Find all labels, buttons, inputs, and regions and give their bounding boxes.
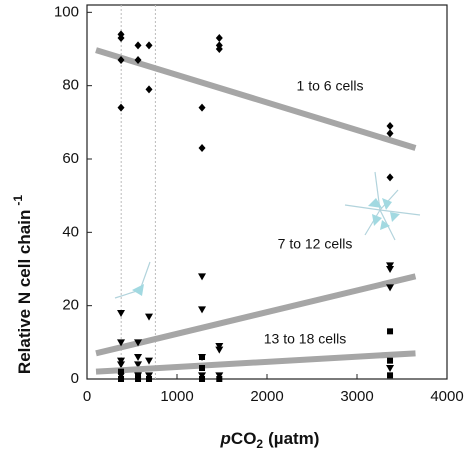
diamond-point (145, 41, 153, 50)
y-tick-label: 80 (62, 77, 79, 94)
y-tick-label: 40 (62, 223, 79, 240)
triangle-point (215, 343, 224, 350)
y-tick-label: 0 (71, 370, 79, 387)
square-point (387, 328, 394, 335)
triangle-point (386, 365, 395, 372)
diamond-point (117, 56, 125, 64)
square-point (199, 365, 206, 371)
square-point (387, 372, 394, 379)
x-tick-label: 4000 (430, 388, 463, 405)
square-point (199, 376, 206, 382)
diamond-point (134, 56, 142, 64)
y-axis-title: Relative N cell chain-1 (11, 195, 34, 374)
triangle-point (215, 346, 224, 354)
triangle-point (386, 266, 395, 273)
triangle-point (386, 284, 395, 292)
x-tick-label: 1000 (160, 388, 193, 405)
diamond-point (145, 85, 153, 94)
series-label: 13 to 18 cells (264, 331, 347, 347)
y-tick-label: 100 (54, 3, 79, 20)
triangle-point (386, 262, 395, 270)
square-point (387, 357, 394, 364)
square-point (216, 376, 223, 382)
triangle-point (134, 354, 143, 361)
y-tick-label: 20 (62, 297, 79, 314)
trend-line (95, 47, 417, 151)
y-tick-label: 60 (62, 150, 79, 167)
diamond-point (215, 45, 223, 53)
triangle-point (145, 372, 154, 380)
square-point (118, 376, 125, 382)
x-tick-label: 0 (83, 388, 91, 405)
diamond-point (198, 144, 206, 152)
square-point (118, 368, 125, 375)
trend-line (95, 273, 417, 357)
x-tick-label: 3000 (340, 388, 373, 405)
triangle-point (117, 361, 126, 369)
square-point (146, 376, 153, 382)
triangle-point (145, 313, 154, 321)
x-axis-title: pCO2 (µatm) (220, 429, 320, 451)
x-tick-label: 2000 (250, 388, 283, 405)
series-label: 1 to 6 cells (297, 78, 364, 94)
series-label: 7 to 12 cells (278, 236, 353, 252)
triangle-point (198, 306, 207, 314)
diamond-point (215, 34, 223, 42)
trend-line (95, 350, 416, 375)
triangle-point (145, 357, 154, 365)
triangle-point (117, 339, 126, 347)
square-point (135, 372, 142, 379)
triangle-point (117, 310, 126, 317)
square-point (135, 376, 142, 382)
triangle-point (215, 372, 224, 380)
triangle-point (198, 273, 207, 281)
triangle-point (117, 357, 126, 365)
triangle-point (198, 372, 207, 380)
diamond-point (386, 173, 394, 182)
diamond-point (386, 129, 394, 138)
diamond-point (198, 103, 206, 112)
diamond-point (134, 41, 142, 50)
diamond-point (117, 103, 125, 112)
square-point (199, 354, 206, 360)
triangle-point (134, 361, 143, 369)
diamond-point (386, 122, 394, 130)
cell-chain-icon (114, 171, 421, 299)
diamond-point (117, 34, 125, 42)
triangle-point (134, 339, 143, 347)
